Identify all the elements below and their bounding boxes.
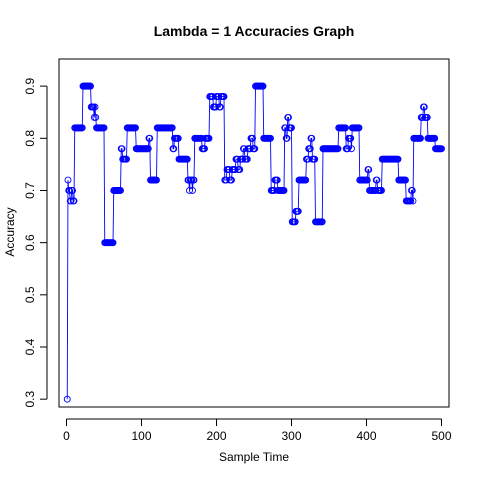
data-point <box>348 145 355 153</box>
data-point <box>259 82 267 90</box>
data-point <box>283 134 291 142</box>
y-tick-label: 0.3 <box>23 391 37 408</box>
y-tick-label: 0.5 <box>23 286 37 303</box>
data-point <box>220 93 228 101</box>
y-tick-label: 0.7 <box>23 182 37 199</box>
data-point <box>186 187 193 194</box>
data-point <box>249 134 256 142</box>
x-tick-label: 300 <box>281 429 301 443</box>
data-point <box>291 218 299 226</box>
data-point <box>189 187 196 194</box>
data-point <box>63 395 71 403</box>
x-tick-label: 500 <box>431 429 451 443</box>
data-point <box>273 176 281 184</box>
plot-frame <box>58 58 450 408</box>
data-point <box>373 176 381 184</box>
data-point <box>438 145 445 153</box>
data-point <box>92 113 100 121</box>
data-point <box>123 155 130 163</box>
data-point <box>91 103 99 111</box>
x-axis-label: Sample Time <box>219 450 289 464</box>
data-point <box>311 155 319 163</box>
data-point <box>215 93 223 101</box>
data-point <box>402 176 409 184</box>
data-point <box>228 176 235 184</box>
data-point <box>100 124 108 132</box>
data-point <box>409 197 417 205</box>
data-point <box>190 176 198 184</box>
data-point <box>183 155 191 163</box>
data-point <box>170 145 178 153</box>
y-axis: 0.3 0.4 0.5 0.6 0.7 0.8 0.9 <box>23 77 48 408</box>
y-tick-label: 0.4 <box>23 338 37 355</box>
data-point <box>78 124 86 132</box>
data-point <box>132 124 139 132</box>
data-point <box>251 145 259 153</box>
data-point <box>420 103 428 111</box>
data-point <box>417 134 424 142</box>
y-axis-label: Accuracy <box>3 207 17 256</box>
data-point <box>285 113 292 121</box>
data-point <box>117 187 124 194</box>
data-point <box>342 124 349 132</box>
data-point <box>70 197 78 205</box>
data-point <box>243 155 251 163</box>
data-point <box>236 166 244 174</box>
data-point <box>66 187 73 194</box>
data-point <box>302 176 310 184</box>
data-point <box>87 82 94 90</box>
data-point <box>239 155 247 163</box>
x-tick-label: 100 <box>131 429 151 443</box>
x-tick-label: 400 <box>356 429 376 443</box>
data-point <box>355 124 363 132</box>
data-point <box>294 207 302 215</box>
data-point <box>201 145 208 153</box>
data-point <box>267 134 274 142</box>
data-point <box>423 113 431 121</box>
data-point <box>168 124 176 132</box>
data-point <box>174 134 182 142</box>
data-point <box>212 103 220 111</box>
data-point <box>280 187 288 194</box>
data-point <box>216 103 224 111</box>
data-point <box>347 134 355 142</box>
data-point <box>363 176 371 184</box>
x-tick-label: 0 <box>63 429 70 443</box>
data-point <box>419 113 427 121</box>
data-point <box>365 166 373 174</box>
data-point <box>407 197 415 205</box>
x-tick-label: 200 <box>206 429 226 443</box>
y-tick-label: 0.6 <box>23 234 37 251</box>
data-point <box>146 134 154 142</box>
data-point <box>109 239 117 247</box>
data-point <box>69 187 76 194</box>
chart-title: Lambda = 1 Accuracies Graph <box>154 23 355 39</box>
data-point <box>394 155 402 163</box>
data-point <box>378 187 385 194</box>
data-point <box>334 145 342 153</box>
data-point <box>67 197 75 205</box>
data-point <box>144 145 152 153</box>
data-point <box>118 145 126 153</box>
data-point <box>431 134 439 142</box>
accuracy-series <box>63 82 445 403</box>
x-axis: 0 100 200 300 400 500 <box>63 418 452 443</box>
data-point <box>205 134 213 142</box>
data-point <box>408 187 416 194</box>
series-line <box>66 85 442 400</box>
data-point <box>318 218 326 226</box>
y-tick-label: 0.9 <box>23 77 37 94</box>
data-point <box>308 134 316 142</box>
data-point <box>153 176 160 184</box>
data-point <box>344 145 352 153</box>
data-point <box>246 145 254 153</box>
data-point <box>222 176 230 184</box>
data-point <box>288 124 295 132</box>
data-point <box>64 176 72 184</box>
data-point <box>234 155 241 163</box>
data-point <box>231 166 239 174</box>
data-point <box>306 145 314 153</box>
y-tick-label: 0.8 <box>23 130 37 147</box>
